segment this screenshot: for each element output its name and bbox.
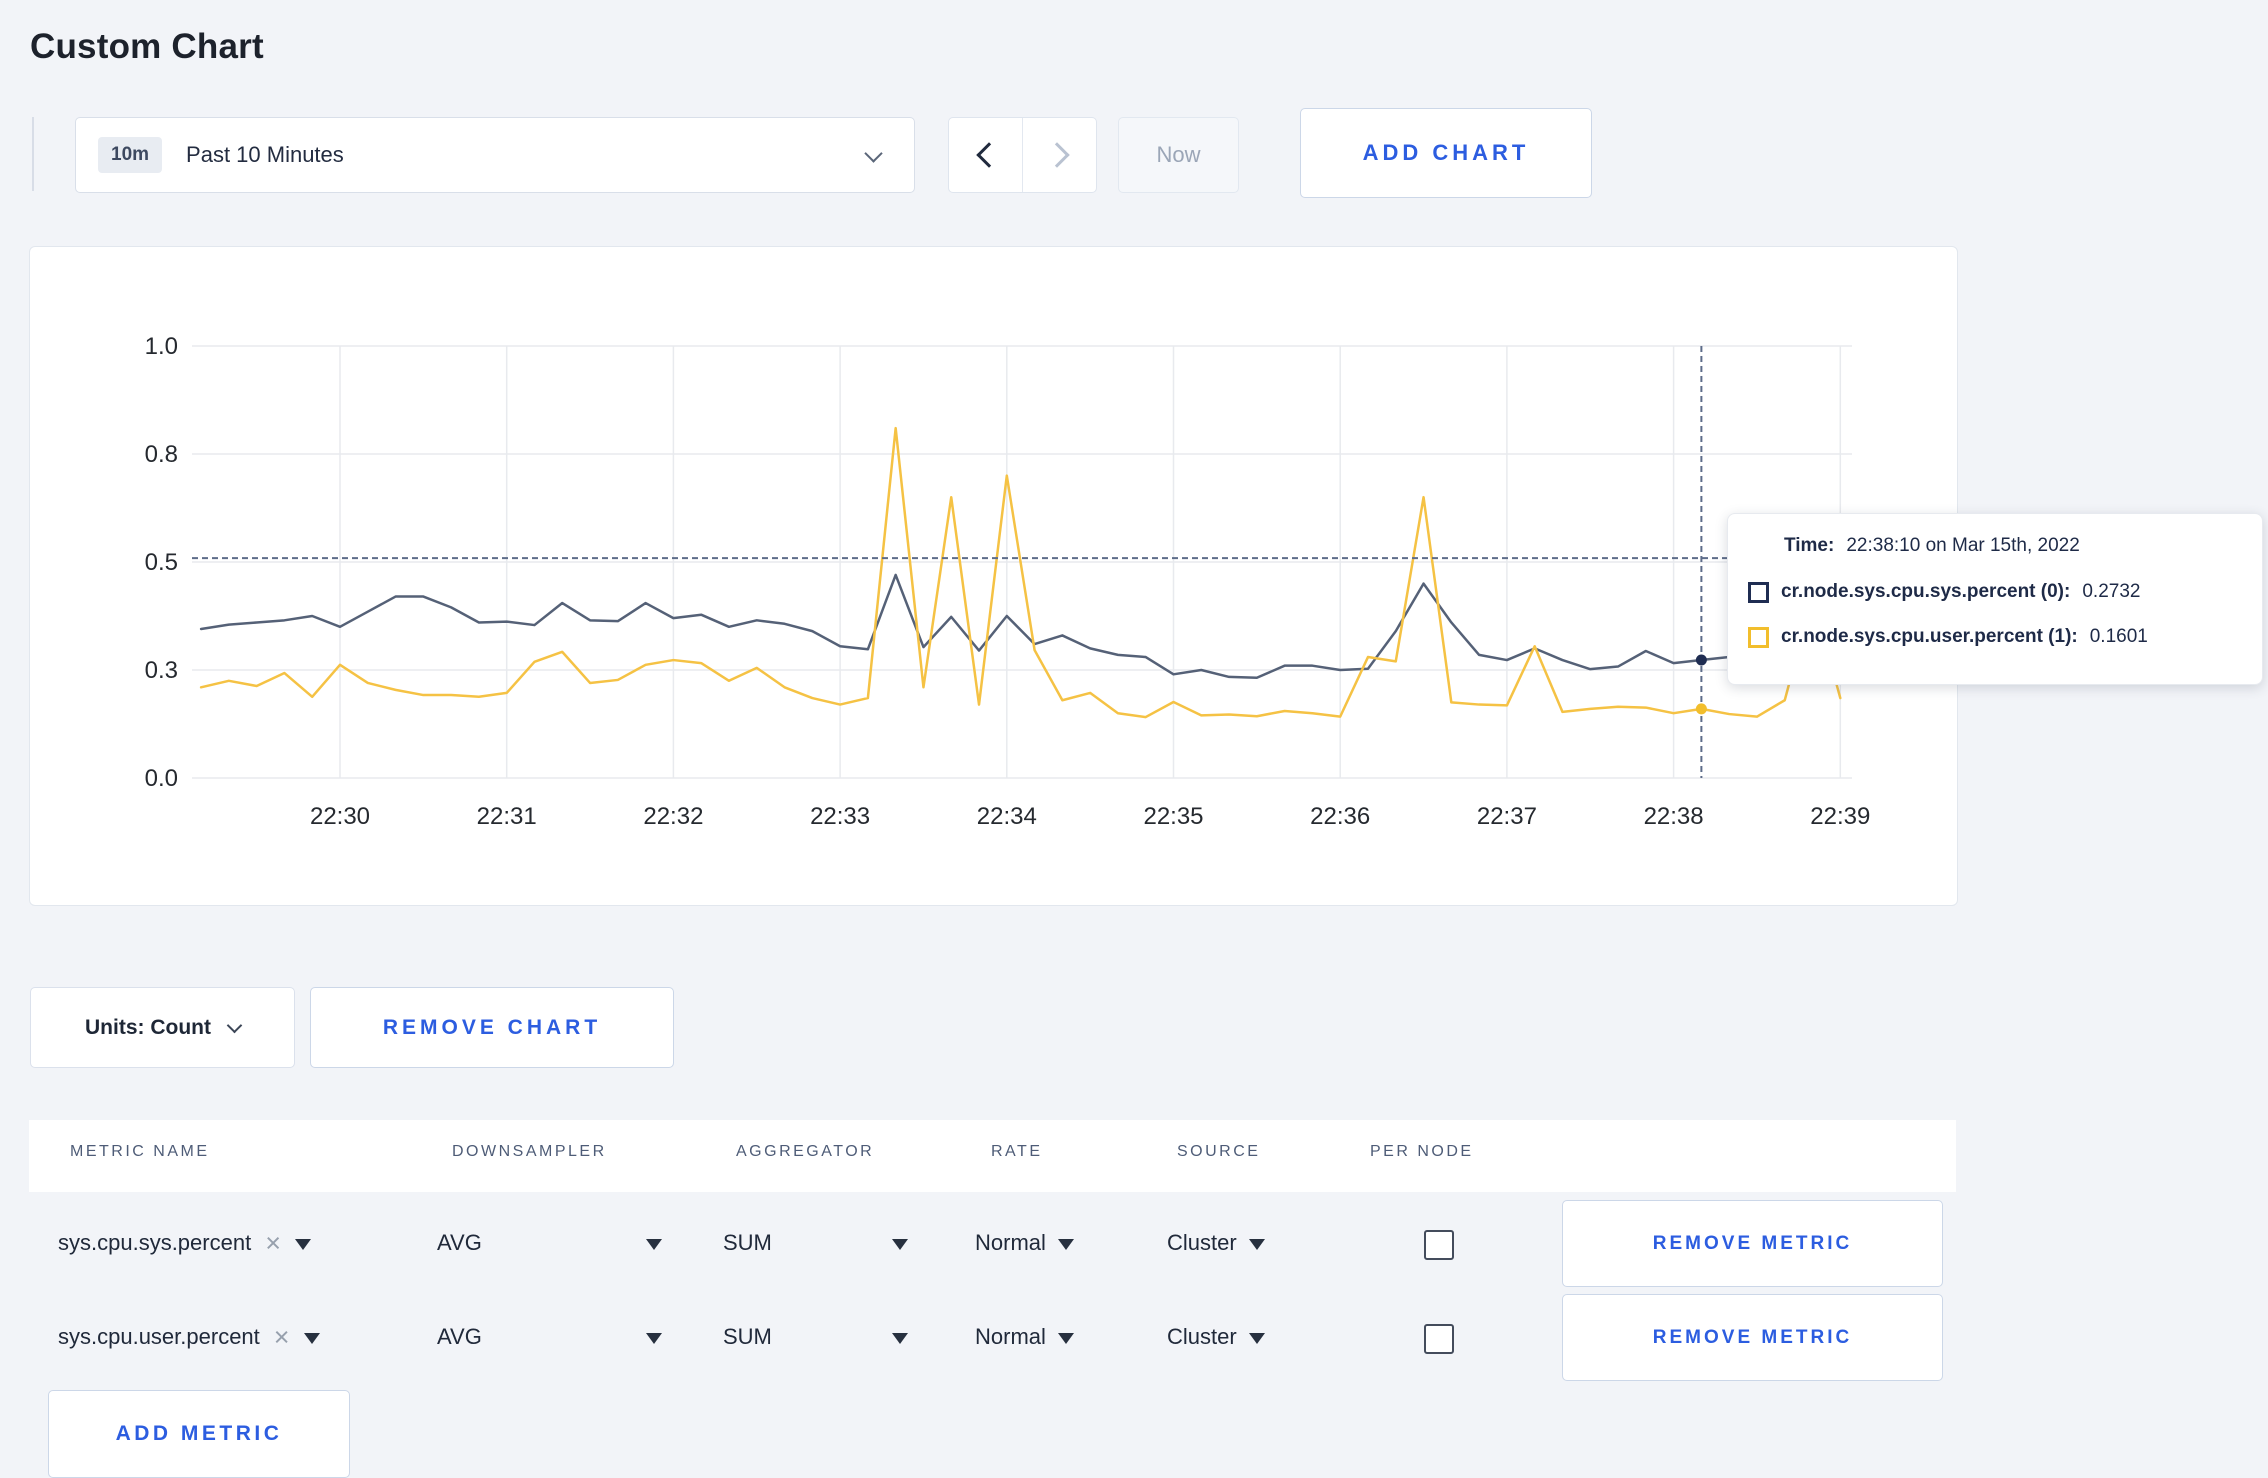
page-title: Custom Chart [30,27,264,67]
svg-text:22:35: 22:35 [1143,803,1203,830]
svg-text:22:31: 22:31 [477,803,537,830]
chart-plot[interactable]: 1.0 0.8 0.5 0.3 0.0 22:30 22:31 22:32 22:33 22:34… [29,246,1956,904]
svg-text:22:36: 22:36 [1310,803,1370,830]
chevron-right-icon [1043,142,1070,168]
source-select[interactable]: Cluster [1167,1196,1265,1290]
downsampler-select[interactable]: AVG [437,1196,662,1290]
triangle-down-icon [1057,1333,1074,1344]
chevron-down-icon [864,144,883,163]
svg-text:22:38: 22:38 [1644,803,1704,830]
chart-tooltip: Time: 22:38:10 on Mar 15th, 2022 cr.node… [1727,513,2263,685]
remove-metric-button[interactable]: REMOVE METRIC [1562,1200,1943,1287]
aggregator-select[interactable]: SUM [723,1196,908,1290]
metrics-table-header: METRIC NAME DOWNSAMPLER AGGREGATOR RATE … [29,1120,1956,1192]
svg-text:0.0: 0.0 [145,765,178,792]
metric-name: sys.cpu.sys.percent [58,1230,252,1255]
chevron-left-icon [975,142,1002,168]
metric-select[interactable]: sys.cpu.user.percent × [58,1290,320,1384]
tooltip-series-label: cr.node.sys.cpu.user.percent (1): [1781,626,2078,647]
time-pager [948,117,1097,193]
header-per-node: PER NODE [1370,1143,1474,1160]
svg-text:0.8: 0.8 [145,441,178,468]
tooltip-series-row: cr.node.sys.cpu.sys.percent (0): 0.2732 [1748,577,2140,607]
svg-text:1.0: 1.0 [145,333,178,360]
rate-value: Normal [975,1230,1046,1255]
triangle-down-icon [646,1333,662,1344]
clear-metric-icon[interactable]: × [273,1321,290,1352]
header-aggregator: AGGREGATOR [736,1143,875,1160]
header-metric-name: METRIC NAME [70,1143,210,1160]
source-value: Cluster [1167,1230,1237,1255]
per-node-checkbox[interactable] [1424,1324,1454,1354]
series-swatch-icon [1748,581,1769,603]
prev-time-button[interactable] [949,118,1022,192]
triangle-down-icon [892,1333,908,1344]
add-chart-button[interactable]: ADD CHART [1300,108,1592,198]
header-rate: RATE [991,1143,1043,1160]
header-downsampler: DOWNSAMPLER [452,1143,607,1160]
source-value: Cluster [1167,1324,1237,1349]
remove-metric-button[interactable]: REMOVE METRIC [1562,1294,1943,1381]
tooltip-series-value: 0.2732 [2082,581,2141,602]
add-metric-button[interactable]: ADD METRIC [48,1390,350,1478]
rate-value: Normal [975,1324,1046,1349]
downsampler-select[interactable]: AVG [437,1290,662,1384]
tooltip-series-label: cr.node.sys.cpu.sys.percent (0): [1781,581,2071,602]
downsampler-value: AVG [437,1324,482,1349]
triangle-down-icon [892,1239,908,1250]
time-range-badge: 10m [98,137,163,173]
triangle-down-icon [303,1333,320,1344]
aggregator-value: SUM [723,1324,772,1349]
header-source: SOURCE [1177,1143,1261,1160]
svg-text:22:30: 22:30 [310,803,370,830]
metric-name: sys.cpu.user.percent [58,1324,260,1349]
svg-text:22:34: 22:34 [977,803,1037,830]
svg-text:22:39: 22:39 [1810,803,1870,830]
remove-chart-button[interactable]: REMOVE CHART [310,987,674,1068]
time-range-select[interactable]: 10m Past 10 Minutes [75,117,915,193]
metric-row: sys.cpu.user.percent × AVG SUM Normal Cl… [29,1290,1956,1384]
downsampler-value: AVG [437,1230,482,1255]
tooltip-time-label: Time: [1784,535,1835,556]
rate-select[interactable]: Normal [975,1196,1074,1290]
per-node-checkbox[interactable] [1424,1230,1454,1260]
triangle-down-icon [1248,1333,1265,1344]
toolbar-divider [32,117,34,191]
chevron-down-icon [226,1017,243,1034]
triangle-down-icon [1057,1239,1074,1250]
svg-text:22:33: 22:33 [810,803,870,830]
next-time-button[interactable] [1022,118,1096,192]
metric-row: sys.cpu.sys.percent × AVG SUM Normal Clu… [29,1196,1956,1290]
svg-text:22:37: 22:37 [1477,803,1537,830]
svg-text:22:32: 22:32 [643,803,703,830]
rate-select[interactable]: Normal [975,1290,1074,1384]
time-range-label: Past 10 Minutes [186,142,344,167]
clear-metric-icon[interactable]: × [265,1227,281,1258]
aggregator-select[interactable]: SUM [723,1290,908,1384]
tooltip-series-value: 0.1601 [2089,626,2148,647]
triangle-down-icon [1248,1239,1265,1250]
svg-text:0.5: 0.5 [145,549,178,576]
now-button[interactable]: Now [1118,117,1239,193]
units-label: Units: Count [85,1015,211,1039]
svg-text:0.3: 0.3 [145,657,178,684]
source-select[interactable]: Cluster [1167,1290,1265,1384]
triangle-down-icon [294,1239,311,1250]
aggregator-value: SUM [723,1230,772,1255]
units-select[interactable]: Units: Count [30,987,295,1068]
triangle-down-icon [646,1239,662,1250]
metric-select[interactable]: sys.cpu.sys.percent × [58,1196,311,1290]
series-swatch-icon [1748,626,1769,648]
tooltip-series-row: cr.node.sys.cpu.user.percent (1): 0.1601 [1748,622,2148,652]
tooltip-time-value: 22:38:10 on Mar 15th, 2022 [1846,535,2080,556]
